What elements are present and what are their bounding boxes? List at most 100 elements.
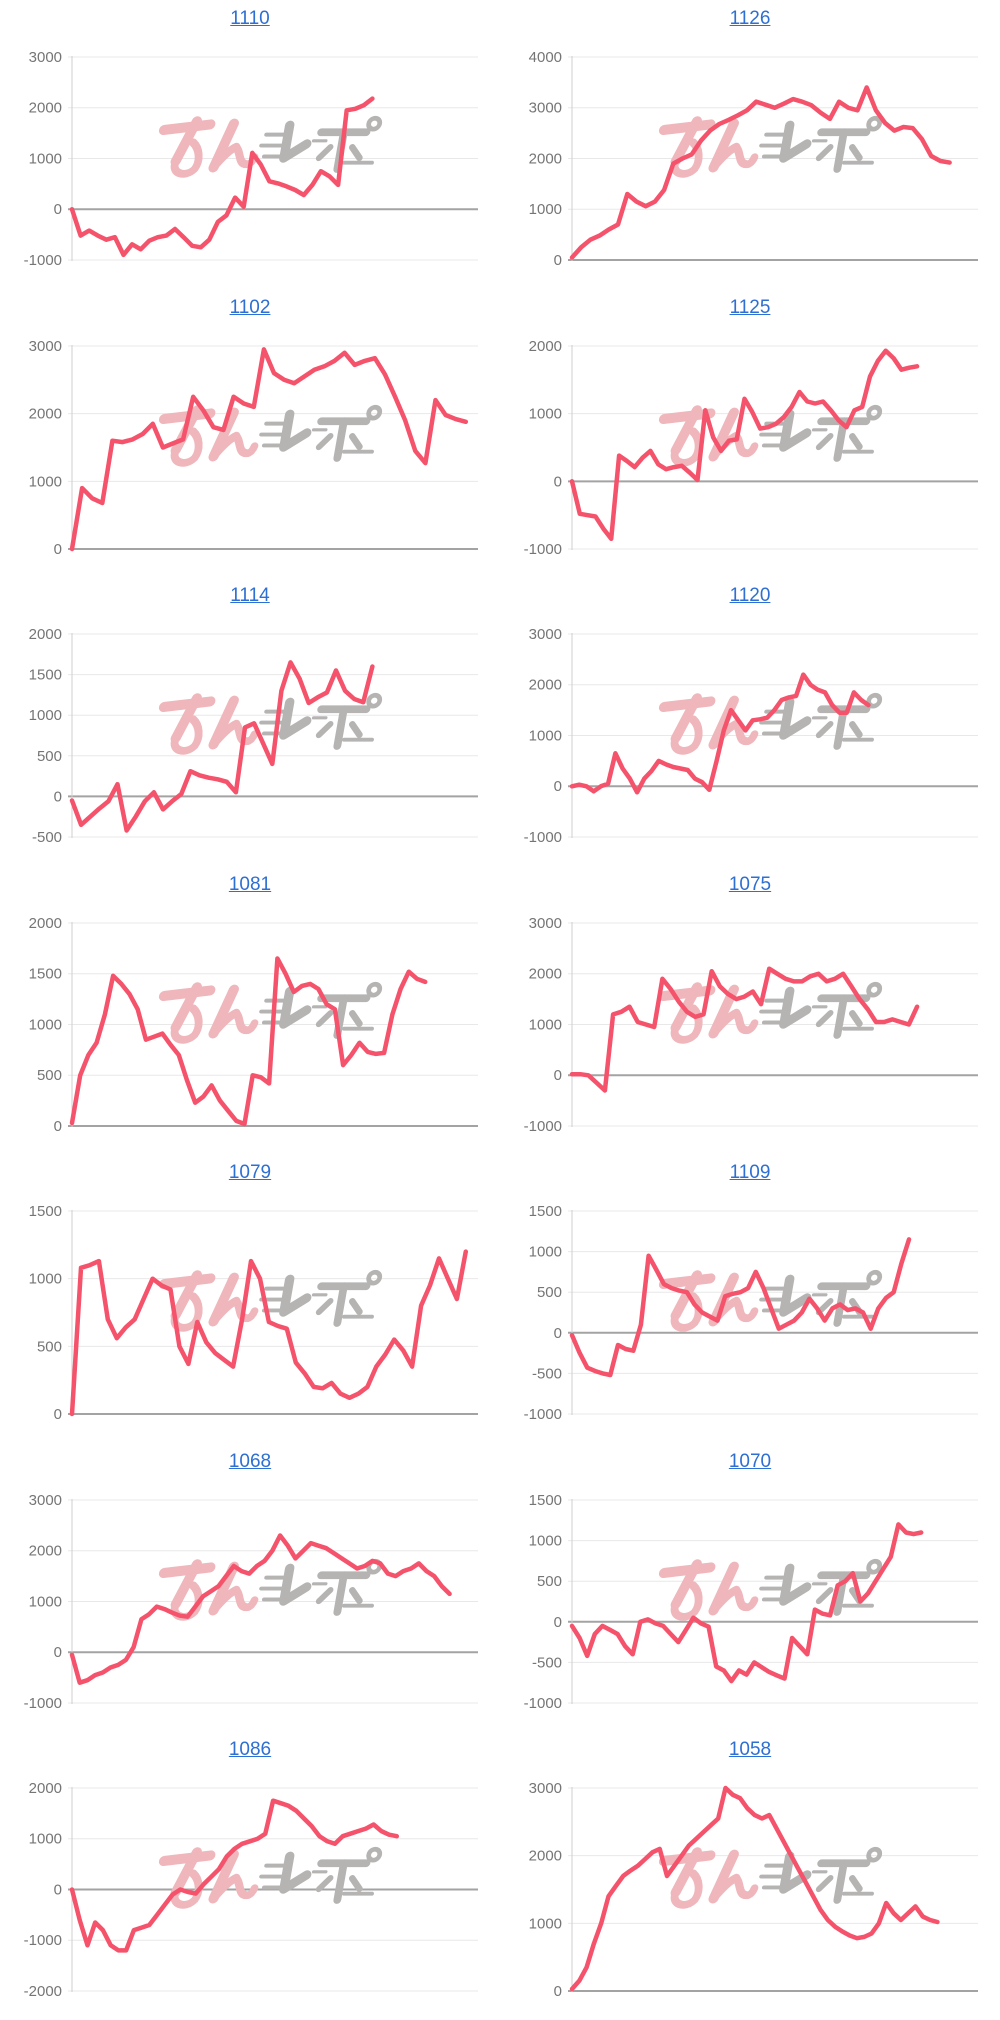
series-line: [569, 348, 920, 541]
line-chart: 3000 2000 1000 0: [29, 338, 478, 558]
y-tick-label: 0: [54, 1882, 62, 1899]
y-tick-label: 2000: [529, 965, 562, 982]
machine-number-link[interactable]: 1114: [230, 585, 270, 607]
y-tick-label: 0: [54, 201, 62, 218]
chart-title-row: 1081: [0, 874, 500, 896]
minrepo-watermark: [156, 695, 380, 751]
minrepo-watermark: [156, 1850, 380, 1906]
line-chart: 2000 1000 0 -1000: [524, 338, 978, 558]
chart-cell: 1126 4000 3000 2000 1000 0: [500, 0, 1000, 289]
line-chart: 4000 3000 2000 1000 0: [529, 49, 978, 269]
series-line: [569, 672, 871, 795]
chart-cell: 1081 2000 1500 1000 500 0: [0, 866, 500, 1155]
chart-title-row: 1120: [500, 585, 1000, 607]
y-tick-label: 1000: [29, 707, 62, 724]
machine-number-link[interactable]: 1110: [230, 8, 270, 29]
y-tick-label: 1000: [529, 1016, 562, 1033]
series-line: [569, 1786, 940, 1992]
chart-cell: 1102 3000 2000 1000 0: [0, 289, 500, 578]
chart-cell: 1068 3000 2000 1000 0 -1000: [0, 1443, 500, 1732]
y-tick-label: 3000: [29, 49, 62, 66]
y-tick-label: -1000: [524, 1118, 562, 1135]
machine-number-link[interactable]: 1075: [728, 873, 772, 895]
machine-number-link[interactable]: 1070: [728, 1450, 772, 1472]
y-tick-label: 1500: [529, 1492, 562, 1509]
series-line: [569, 85, 952, 260]
line-chart: 3000 2000 1000 0: [529, 1780, 978, 2000]
series-line: [569, 1237, 912, 1378]
y-tick-label: -1000: [24, 1933, 62, 1950]
chart-cell: 1125 2000 1000 0 -1000: [500, 289, 1000, 578]
line-chart: 3000 2000 1000 0 -1000: [524, 626, 978, 846]
minrepo-watermark: [656, 1850, 880, 1906]
minrepo-watermark: [656, 1561, 880, 1617]
y-tick-label: 1500: [529, 1203, 562, 1220]
y-tick-label: 1500: [29, 965, 62, 982]
series-line: [69, 955, 428, 1126]
y-tick-label: 1000: [529, 1916, 562, 1933]
y-tick-label: 1500: [29, 667, 62, 684]
machine-number-link[interactable]: 1068: [228, 1450, 272, 1472]
machine-number-link[interactable]: 1120: [729, 585, 771, 607]
chart-cell: 1114 2000 1500 1000 500 0 -500: [0, 577, 500, 866]
y-tick-label: 0: [54, 1644, 62, 1661]
y-tick-label: 1000: [29, 1831, 62, 1848]
series-line: [69, 1533, 452, 1685]
y-tick-label: 2000: [529, 1848, 562, 1865]
line-chart: 1500 1000 500 0: [29, 1203, 478, 1423]
y-tick-label: 1000: [529, 201, 562, 218]
minrepo-watermark: [656, 695, 880, 751]
line-chart: 2000 1500 1000 500 0: [29, 915, 478, 1135]
machine-number-link[interactable]: 1126: [729, 8, 771, 29]
chart-title-row: 1079: [0, 1162, 500, 1184]
y-tick-label: 500: [37, 1339, 62, 1356]
y-tick-label: 2000: [529, 150, 562, 167]
y-tick-label: 3000: [529, 100, 562, 117]
line-chart: 2000 1500 1000 500 0 -500: [29, 626, 478, 846]
machine-number-link[interactable]: 1079: [228, 1162, 272, 1184]
y-tick-label: -2000: [24, 1983, 62, 2000]
y-tick-label: 1000: [29, 1271, 62, 1288]
machine-number-link[interactable]: 1125: [729, 296, 771, 318]
y-tick-label: 0: [554, 1983, 562, 2000]
y-tick-label: -1000: [524, 829, 562, 846]
machine-number-link[interactable]: 1058: [728, 1739, 772, 1761]
chart-cell: 1058 3000 2000 1000 0: [500, 1731, 1000, 2020]
y-tick-label: 2000: [29, 1543, 62, 1560]
chart-cell: 1110 3000 2000 1000 0 -1000: [0, 0, 500, 289]
y-tick-label: 2000: [529, 338, 562, 355]
y-tick-label: 0: [554, 473, 562, 490]
line-chart: 3000 2000 1000 0 -1000: [524, 915, 978, 1135]
minrepo-watermark: [156, 1561, 380, 1617]
line-chart: 2000 1000 0 -1000 -2000: [24, 1780, 478, 2000]
y-tick-label: 3000: [529, 1780, 562, 1797]
chart-title-row: 1110: [0, 8, 500, 30]
machine-number-link[interactable]: 1102: [229, 296, 271, 318]
machine-number-link[interactable]: 1086: [228, 1739, 272, 1761]
chart-title-row: 1109: [500, 1162, 1000, 1184]
y-tick-label: 2000: [29, 626, 62, 643]
y-tick-label: 1000: [529, 1244, 562, 1261]
y-tick-label: 500: [37, 1067, 62, 1084]
chart-cell: 1070 1500 1000 500 0 -500 -1000: [500, 1443, 1000, 1732]
machine-number-link[interactable]: 1109: [729, 1162, 771, 1184]
y-tick-label: 0: [54, 789, 62, 806]
machine-number-link[interactable]: 1081: [228, 873, 272, 895]
y-tick-label: 2000: [29, 915, 62, 932]
series-line: [69, 346, 469, 551]
y-tick-label: 1000: [529, 1532, 562, 1549]
y-tick-label: 0: [54, 541, 62, 558]
chart-title-row: 1075: [500, 874, 1000, 896]
line-chart: 3000 2000 1000 0 -1000: [24, 49, 478, 269]
series-line: [569, 1521, 924, 1684]
y-tick-label: 1000: [29, 1593, 62, 1610]
line-chart: 3000 2000 1000 0 -1000: [24, 1492, 478, 1712]
y-tick-label: -1000: [24, 252, 62, 269]
y-tick-label: 3000: [29, 338, 62, 355]
line-chart: 1500 1000 500 0 -500 -1000: [524, 1203, 978, 1423]
chart-title-row: 1125: [500, 297, 1000, 319]
y-tick-label: -1000: [524, 541, 562, 558]
series-line: [69, 660, 375, 833]
series-line: [569, 966, 920, 1093]
